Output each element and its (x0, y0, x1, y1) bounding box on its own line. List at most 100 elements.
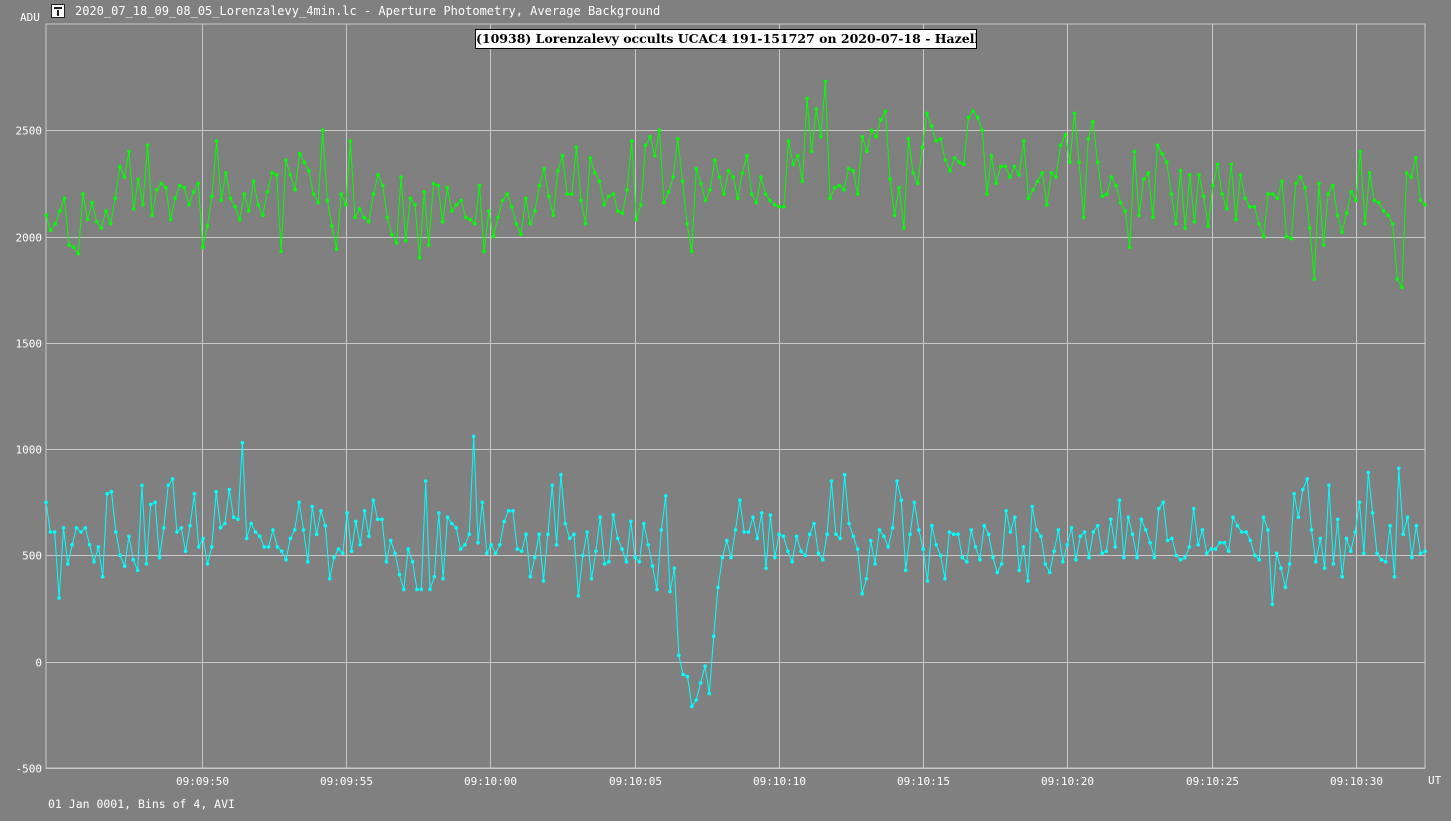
data-point (1340, 230, 1344, 235)
data-point (463, 215, 468, 220)
data-point (1386, 213, 1390, 218)
data-point (431, 181, 436, 186)
data-point (1327, 483, 1331, 488)
x-tick-label: 09:10:30 (1330, 775, 1383, 788)
data-point (388, 538, 393, 543)
data-point (574, 145, 579, 150)
data-point (284, 557, 288, 562)
data-point (148, 502, 153, 507)
data-point (166, 483, 170, 488)
data-point (96, 545, 101, 549)
data-point (597, 179, 602, 184)
data-point (192, 492, 197, 496)
data-point (135, 568, 140, 573)
data-point (1383, 560, 1388, 564)
data-point (1191, 506, 1196, 511)
data-point (1081, 215, 1086, 220)
data-point (450, 521, 454, 526)
data-point (754, 200, 759, 205)
x-tick-label: 09:10:15 (897, 775, 950, 788)
data-point (1058, 143, 1063, 147)
data-point (1266, 528, 1270, 532)
data-point (720, 555, 725, 560)
data-point (1401, 532, 1405, 536)
data-point (519, 232, 523, 237)
data-point (1043, 562, 1048, 566)
data-point (1132, 149, 1137, 154)
data-point (1160, 151, 1164, 156)
data-point (336, 547, 341, 551)
data-point (842, 188, 846, 192)
data-point (791, 162, 795, 167)
data-point (1205, 551, 1209, 556)
chart-title: (10938) Lorenzalevy occults UCAC4 191-15… (475, 29, 977, 49)
data-point (975, 115, 980, 120)
data-point (1248, 538, 1253, 543)
data-point (895, 479, 899, 483)
data-point (925, 579, 930, 583)
data-point (1247, 205, 1252, 209)
data-point (903, 568, 908, 573)
data-point (1271, 192, 1275, 196)
data-point (583, 222, 588, 226)
data-point (397, 572, 402, 577)
data-point (912, 500, 917, 505)
data-point (864, 577, 869, 581)
data-point (1141, 177, 1146, 181)
data-point (1298, 175, 1303, 179)
data-point (1034, 528, 1039, 532)
data-point (565, 192, 569, 196)
data-point (890, 526, 895, 530)
data-point (742, 530, 746, 534)
data-point (991, 555, 995, 560)
data-point (81, 192, 85, 196)
data-point (1353, 530, 1357, 534)
data-point (219, 198, 224, 203)
data-point (1280, 179, 1284, 184)
data-point (1139, 517, 1144, 522)
data-point (262, 545, 267, 549)
data-point (581, 553, 585, 558)
data-point (427, 243, 431, 247)
data-point (1187, 545, 1192, 549)
data-point (1026, 196, 1031, 201)
data-point (948, 168, 952, 173)
axis-layer: -500 0 500 1000 1500 2000 2500 09:09:50 09:09:55… (16, 125, 1383, 789)
data-point (402, 587, 406, 592)
data-point (745, 154, 749, 158)
data-point (66, 562, 70, 566)
data-point (100, 574, 105, 579)
data-point (1197, 173, 1201, 177)
data-point (1056, 528, 1061, 532)
data-point (1309, 528, 1314, 532)
data-point (911, 171, 915, 175)
data-point (83, 526, 88, 530)
data-point (58, 209, 62, 213)
data-point (1164, 160, 1169, 164)
data-point (796, 154, 800, 158)
data-point (307, 168, 311, 173)
data-point (653, 154, 657, 158)
data-point (240, 441, 245, 445)
data-point (1078, 534, 1083, 539)
data-point (883, 109, 888, 113)
data-point (482, 249, 486, 254)
data-point (663, 494, 668, 498)
data-point (1238, 173, 1243, 177)
data-point (1196, 543, 1200, 547)
data-point (1287, 562, 1292, 566)
data-point (1397, 466, 1401, 471)
data-point (231, 515, 236, 519)
data-point (136, 177, 140, 181)
data-point (611, 192, 616, 196)
data-point (994, 181, 998, 186)
data-point (122, 175, 127, 179)
data-point (655, 587, 659, 592)
data-point (1017, 568, 1021, 573)
data-point (699, 181, 703, 186)
data-point (1317, 181, 1321, 186)
data-point (1091, 120, 1095, 124)
data-point (205, 562, 210, 566)
data-point (170, 477, 175, 481)
